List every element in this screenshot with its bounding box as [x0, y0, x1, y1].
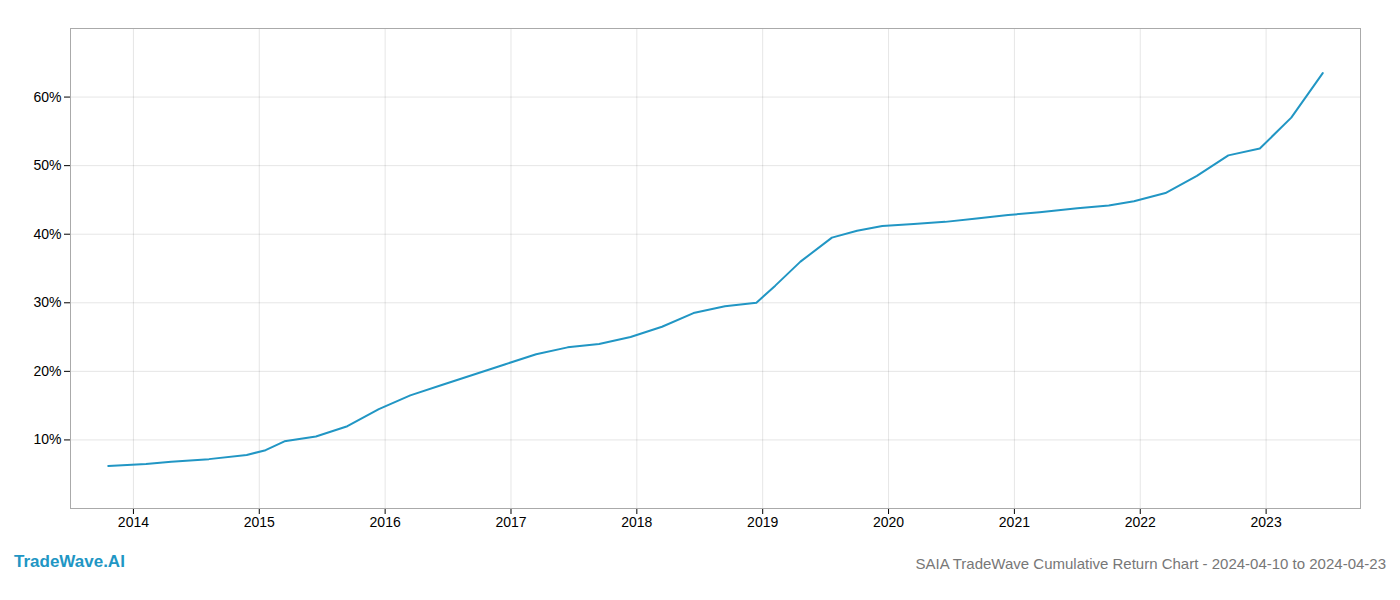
html-text:TradeWave.AI: TradeWave.AI	[14, 552, 125, 571]
svg-text:2016: 2016	[370, 514, 401, 530]
svg-text:2018: 2018	[621, 514, 652, 530]
svg-text:20%: 20%	[33, 363, 61, 379]
svg-text:30%: 30%	[33, 294, 61, 310]
svg-text:10%: 10%	[33, 431, 61, 447]
svg-text:2022: 2022	[1125, 514, 1156, 530]
svg-text:2021: 2021	[999, 514, 1030, 530]
html-text:SAIA TradeWave Cumulative Retu: SAIA TradeWave Cumulative Return Chart -…	[915, 555, 1386, 572]
svg-text:2019: 2019	[747, 514, 778, 530]
svg-text:2015: 2015	[244, 514, 275, 530]
svg-text:2014: 2014	[118, 514, 149, 530]
svg-text:2023: 2023	[1251, 514, 1282, 530]
svg-text:40%: 40%	[33, 226, 61, 242]
svg-text:2017: 2017	[495, 514, 526, 530]
svg-text:50%: 50%	[33, 157, 61, 173]
svg-text:60%: 60%	[33, 89, 61, 105]
svg-text:2020: 2020	[873, 514, 904, 530]
